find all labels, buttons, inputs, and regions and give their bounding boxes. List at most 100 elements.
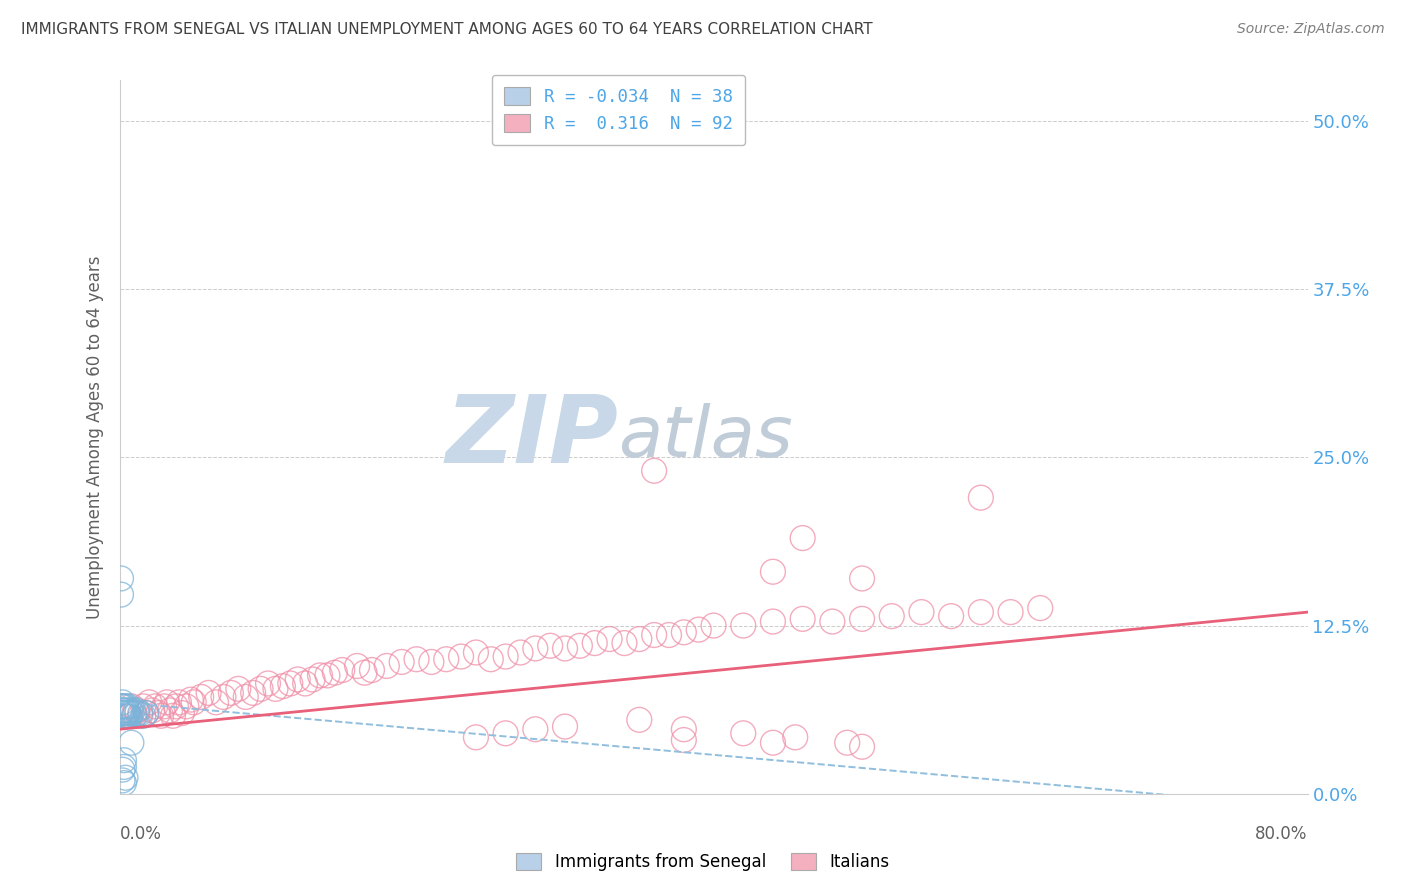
- Point: [434, 652, 457, 666]
- Point: [120, 736, 142, 750]
- Point: [316, 668, 339, 682]
- Point: [628, 632, 651, 646]
- Point: [851, 571, 873, 585]
- Point: [219, 686, 242, 700]
- Point: [115, 706, 138, 720]
- Point: [114, 771, 136, 785]
- Point: [821, 615, 844, 629]
- Point: [1029, 601, 1052, 615]
- Y-axis label: Unemployment Among Ages 60 to 64 years: Unemployment Among Ages 60 to 64 years: [86, 255, 104, 619]
- Point: [132, 708, 155, 723]
- Point: [197, 686, 219, 700]
- Text: 80.0%: 80.0%: [1256, 825, 1308, 843]
- Point: [138, 695, 160, 709]
- Point: [672, 733, 695, 747]
- Point: [479, 652, 502, 666]
- Point: [110, 571, 132, 585]
- Point: [1000, 605, 1022, 619]
- Point: [420, 655, 443, 669]
- Point: [346, 659, 368, 673]
- Point: [702, 618, 725, 632]
- Point: [301, 673, 323, 687]
- Point: [112, 753, 135, 767]
- Point: [323, 665, 346, 680]
- Point: [688, 623, 710, 637]
- Point: [375, 659, 398, 673]
- Point: [112, 708, 135, 723]
- Point: [939, 609, 962, 624]
- Point: [762, 615, 785, 629]
- Point: [271, 679, 294, 693]
- Point: [554, 720, 576, 734]
- Point: [132, 699, 155, 714]
- Point: [112, 760, 135, 774]
- Point: [115, 708, 138, 723]
- Point: [112, 776, 135, 790]
- Point: [135, 706, 157, 720]
- Legend: R = -0.034  N = 38, R =  0.316  N = 92: R = -0.034 N = 38, R = 0.316 N = 92: [492, 75, 745, 145]
- Point: [353, 665, 375, 680]
- Point: [643, 628, 665, 642]
- Point: [464, 646, 486, 660]
- Point: [111, 703, 134, 717]
- Point: [837, 736, 859, 750]
- Point: [554, 641, 576, 656]
- Point: [851, 612, 873, 626]
- Point: [294, 676, 316, 690]
- Point: [170, 706, 193, 720]
- Point: [162, 708, 184, 723]
- Point: [111, 773, 134, 788]
- Text: atlas: atlas: [619, 402, 793, 472]
- Point: [762, 565, 785, 579]
- Point: [110, 699, 132, 714]
- Point: [361, 663, 384, 677]
- Point: [762, 736, 785, 750]
- Point: [165, 699, 187, 714]
- Point: [114, 708, 136, 723]
- Point: [309, 668, 332, 682]
- Point: [120, 706, 142, 720]
- Point: [127, 706, 149, 720]
- Point: [249, 681, 271, 696]
- Point: [114, 706, 136, 720]
- Point: [910, 605, 932, 619]
- Point: [112, 699, 135, 714]
- Point: [110, 706, 132, 720]
- Point: [114, 699, 136, 714]
- Point: [129, 708, 152, 723]
- Point: [330, 663, 353, 677]
- Text: 0.0%: 0.0%: [120, 825, 162, 843]
- Text: Source: ZipAtlas.com: Source: ZipAtlas.com: [1237, 22, 1385, 37]
- Point: [125, 703, 148, 717]
- Point: [127, 703, 149, 717]
- Text: IMMIGRANTS FROM SENEGAL VS ITALIAN UNEMPLOYMENT AMONG AGES 60 TO 64 YEARS CORREL: IMMIGRANTS FROM SENEGAL VS ITALIAN UNEMP…: [21, 22, 873, 37]
- Point: [524, 641, 547, 656]
- Point: [183, 695, 205, 709]
- Point: [792, 612, 814, 626]
- Point: [111, 699, 134, 714]
- Point: [122, 703, 145, 717]
- Point: [117, 706, 139, 720]
- Point: [495, 726, 517, 740]
- Point: [156, 695, 179, 709]
- Point: [257, 676, 280, 690]
- Point: [464, 731, 486, 745]
- Point: [153, 699, 176, 714]
- Point: [228, 681, 250, 696]
- Point: [599, 632, 621, 646]
- Point: [235, 690, 257, 704]
- Point: [190, 690, 212, 704]
- Point: [112, 703, 135, 717]
- Point: [509, 646, 531, 660]
- Point: [180, 692, 202, 706]
- Point: [970, 605, 993, 619]
- Point: [643, 464, 665, 478]
- Point: [117, 699, 139, 714]
- Point: [450, 649, 472, 664]
- Point: [205, 695, 228, 709]
- Point: [792, 531, 814, 545]
- Point: [391, 655, 413, 669]
- Point: [124, 706, 146, 720]
- Point: [733, 618, 755, 632]
- Point: [613, 636, 636, 650]
